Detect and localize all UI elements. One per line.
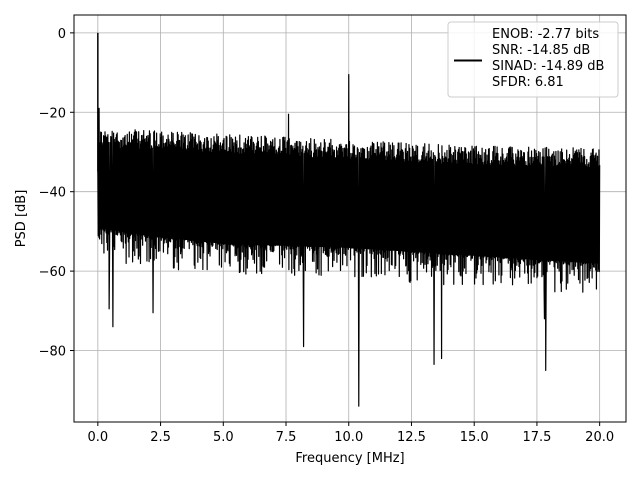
x-tick-label: 12.5: [397, 430, 426, 445]
legend-enob: ENOB: -2.77 bits: [492, 27, 599, 42]
plot-area-frame: [73, 14, 627, 423]
y-tick-label: −20: [39, 106, 66, 121]
x-tick-label: 7.5: [276, 430, 297, 445]
y-tick-label: −40: [39, 186, 66, 201]
y-axis-ticks: 0 −20 −40 −60 −80: [39, 27, 74, 360]
x-tick-label: 10.0: [334, 430, 363, 445]
x-axis-ticks: 0.0 2.5 5.0 7.5 10.0 12.5 15.0 17.5 20.0: [87, 422, 614, 445]
y-tick-label: 0: [58, 27, 66, 42]
y-tick-label: −60: [39, 265, 66, 280]
psd-trace: [97, 32, 601, 407]
x-tick-label: 20.0: [585, 430, 614, 445]
x-tick-label: 2.5: [150, 430, 171, 445]
x-tick-label: 17.5: [522, 430, 551, 445]
x-axis-label: Frequency [MHz]: [295, 451, 404, 466]
psd-series-line: [97, 73, 601, 407]
y-tick-label: −80: [39, 345, 66, 360]
legend-sfdr: SFDR: 6.81: [492, 75, 564, 90]
legend-sinad: SINAD: -14.89 dB: [492, 59, 604, 74]
x-tick-label: 5.0: [213, 430, 234, 445]
legend: ENOB: -2.77 bits SNR: -14.85 dB SINAD: -…: [447, 21, 619, 98]
x-tick-label: 0.0: [87, 430, 108, 445]
legend-snr: SNR: -14.85 dB: [492, 43, 590, 58]
x-tick-label: 15.0: [460, 430, 489, 445]
y-axis-label: PSD [dB]: [14, 190, 29, 248]
legend-box: [447, 21, 619, 98]
